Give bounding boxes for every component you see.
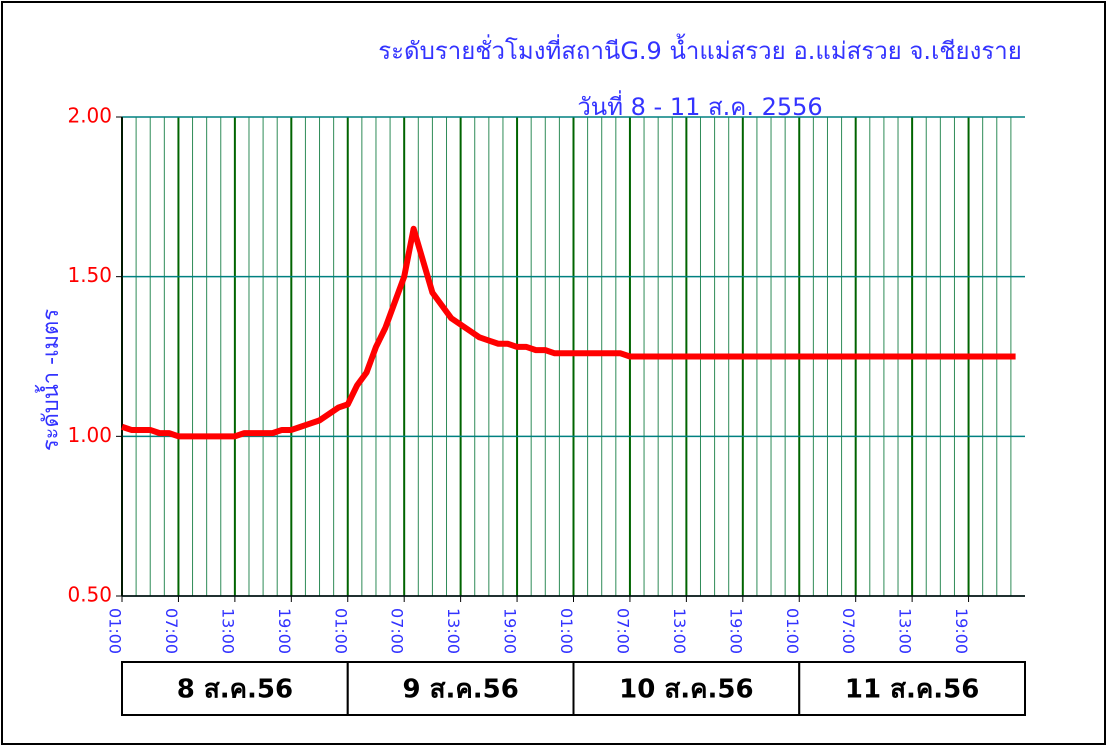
day-box (798, 661, 1026, 716)
x-tick-label: 01:00 (106, 608, 125, 654)
chart-subtitle: วันที่ 8 - 11 ส.ค. 2556 (577, 90, 822, 121)
day-label: 10 ส.ค.56 (619, 675, 753, 705)
y-axis-label: ระดับน้ำ -เมตร (35, 309, 64, 452)
x-tick-label: 13:00 (670, 608, 689, 654)
y-tick-label: 0.50 (67, 583, 112, 607)
day-label: 11 ส.ค.56 (845, 675, 979, 705)
x-tick-label: 19:00 (501, 608, 520, 654)
x-tick-label: 13:00 (218, 608, 237, 654)
x-tick-label: 07:00 (839, 608, 858, 654)
x-tick-label: 07:00 (388, 608, 407, 654)
x-tick-label: 01:00 (557, 608, 576, 654)
day-box (121, 661, 349, 716)
x-tick-label: 13:00 (896, 608, 915, 654)
x-tick-label: 13:00 (444, 608, 463, 654)
x-tick-label: 07:00 (162, 608, 181, 654)
day-label: 9 ส.ค.56 (402, 675, 518, 705)
day-label: 8 ส.ค.56 (177, 675, 293, 705)
x-tick-label: 01:00 (331, 608, 350, 654)
x-tick-label: 19:00 (952, 608, 971, 654)
y-tick-label: 1.50 (67, 263, 112, 287)
x-tick-label: 19:00 (275, 608, 294, 654)
y-tick-label: 2.00 (67, 104, 112, 128)
data-line (121, 225, 1016, 440)
day-box (346, 661, 575, 716)
day-box (572, 661, 801, 716)
x-tick-label: 07:00 (613, 608, 632, 654)
x-tick-label: 01:00 (783, 608, 802, 654)
chart-title: ระดับรายชั่วโมงที่สถานีG.9 น้ำแม่สรวย อ.… (378, 33, 1022, 65)
y-tick-label: 1.00 (67, 423, 112, 447)
x-tick-label: 19:00 (726, 608, 745, 654)
